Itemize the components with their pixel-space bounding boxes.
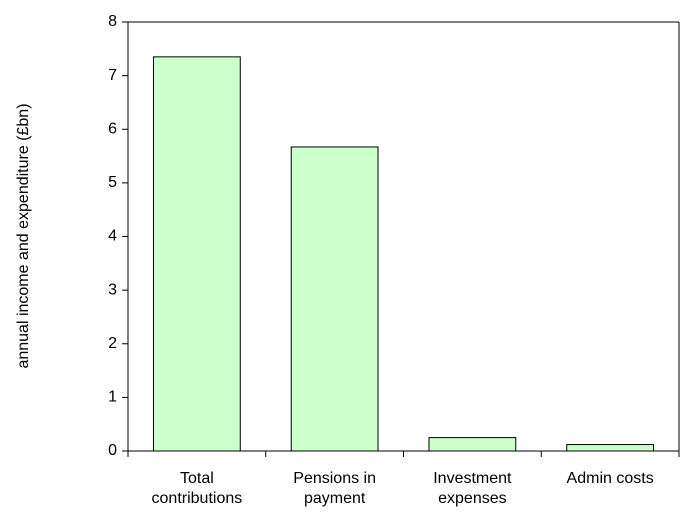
bar bbox=[290, 146, 379, 452]
y-tick-label: 4 bbox=[108, 228, 117, 245]
x-tick-label: Pensions in payment bbox=[293, 470, 376, 507]
y-tick-label: 8 bbox=[108, 13, 117, 30]
x-tick-label: Total contributions bbox=[151, 470, 243, 507]
y-tick-label: 0 bbox=[108, 442, 117, 459]
bar bbox=[428, 437, 517, 452]
y-tick-label: 1 bbox=[108, 389, 117, 406]
y-tick-label: 7 bbox=[108, 67, 117, 84]
x-tick-label: Investment expenses bbox=[433, 470, 512, 507]
y-tick-label: 5 bbox=[108, 174, 117, 191]
y-axis-label: annual income and expenditure (£bn) bbox=[15, 103, 32, 368]
y-tick-label: 2 bbox=[108, 335, 117, 352]
y-tick-label: 3 bbox=[108, 281, 117, 298]
y-tick-label: 6 bbox=[108, 120, 117, 137]
bar bbox=[566, 444, 655, 452]
bar bbox=[152, 56, 241, 452]
x-tick-label: Admin costs bbox=[566, 470, 654, 487]
